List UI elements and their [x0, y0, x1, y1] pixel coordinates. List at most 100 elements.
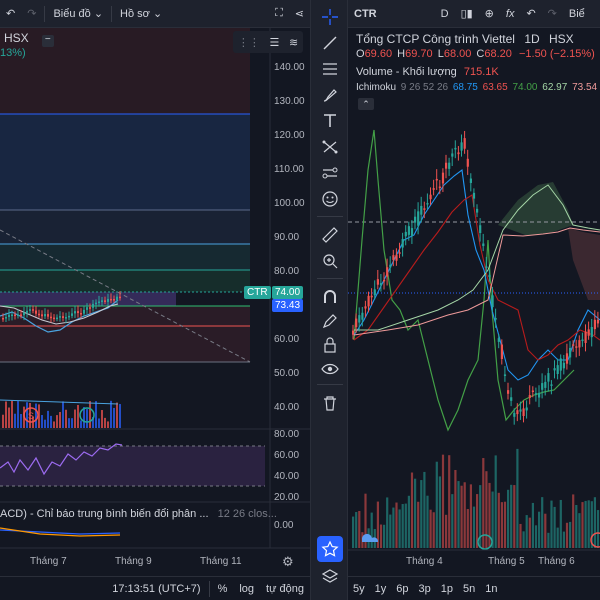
log-toggle[interactable]: log: [239, 582, 255, 595]
candle: [565, 353, 569, 364]
layers-icon[interactable]: [317, 564, 343, 590]
volume-bar: [541, 497, 544, 548]
volume-bar: [14, 413, 16, 428]
candle: [429, 194, 432, 200]
favorites-star-icon[interactable]: [317, 536, 343, 562]
open-value: 69.60: [364, 48, 393, 60]
redo-icon[interactable]: ↷: [547, 8, 557, 20]
left-price-chart[interactable]: S: [0, 0, 310, 600]
low-value: 68.00: [443, 48, 472, 60]
undo-icon[interactable]: ↶: [526, 8, 536, 20]
volume-bar: [457, 481, 460, 548]
volume-bar: [596, 510, 600, 548]
volume-bar: [56, 415, 58, 428]
candle: [8, 314, 10, 318]
crosshair-icon[interactable]: [317, 4, 343, 30]
candle: [370, 295, 373, 298]
rsi-axis-label: 60.00: [274, 450, 300, 461]
candle: [550, 384, 553, 386]
share-icon[interactable]: ⋖: [294, 8, 304, 20]
trend-line-icon[interactable]: [317, 30, 343, 56]
auto-scale-toggle[interactable]: tự động: [266, 582, 304, 595]
volume-bar: [528, 517, 531, 548]
pattern-tool-icon[interactable]: [317, 134, 343, 160]
candle: [562, 362, 565, 369]
volume-bar: [74, 409, 76, 428]
volume-bar: [485, 471, 488, 548]
candle: [469, 178, 472, 183]
add-indicator-icon[interactable]: ⊕: [484, 8, 494, 20]
curve-tool-icon[interactable]: ≋: [288, 36, 299, 49]
candle: [432, 188, 435, 190]
volume-bar: [472, 506, 476, 548]
right-chart-pane[interactable]: CTR D ▯▮ ⊕ fx ↶ ↷ Biể Tổng CTCP Công trì…: [348, 0, 600, 600]
volume-bar: [92, 416, 94, 428]
lock-icon[interactable]: [317, 332, 343, 358]
volume-bar: [379, 524, 383, 548]
range-button-5y[interactable]: 5y: [353, 582, 365, 595]
range-button-1p[interactable]: 1p: [440, 582, 453, 595]
brush-icon[interactable]: [317, 82, 343, 108]
candle: [497, 338, 500, 342]
profile-button[interactable]: Hồ sơ ⌄: [120, 7, 163, 21]
forward-button[interactable]: Biể: [568, 7, 585, 20]
fullscreen-icon[interactable]: ⛶: [275, 7, 283, 19]
undo-icon[interactable]: ↶: [6, 8, 16, 20]
ichimoku-cloud-red: [568, 228, 600, 300]
candle: [376, 279, 379, 285]
left-change-pct: 13%): [0, 47, 26, 59]
right-price-chart[interactable]: [348, 0, 600, 600]
candle: [386, 267, 389, 277]
time-axis-label: Tháng 5: [488, 556, 525, 567]
volume-bar: [417, 501, 420, 548]
redo-icon[interactable]: ↷: [27, 8, 37, 20]
candle: [389, 264, 392, 268]
volume-bar: [20, 414, 22, 428]
range-button-1y[interactable]: 1y: [374, 582, 387, 595]
right-candles: [352, 130, 600, 425]
range-button-3p[interactable]: 3p: [418, 582, 431, 595]
volume-bar: [491, 491, 494, 548]
volume-ma-line: [0, 399, 119, 405]
candle: [95, 302, 97, 305]
eye-icon[interactable]: [317, 356, 343, 382]
left-chart-pane[interactable]: S ↶ ↷ Biểu đồ ⌄ Hồ sơ ⌄ ⛶ ⋖ HSX − 13%) ⋮…: [0, 0, 310, 600]
candle-type-icon[interactable]: ▯▮: [460, 8, 473, 20]
zoom-in-icon[interactable]: [317, 248, 343, 274]
percent-toggle[interactable]: %: [217, 582, 228, 595]
magnet-icon[interactable]: [317, 284, 343, 310]
collapse-legend-button[interactable]: −: [41, 35, 54, 47]
volume-bar: [448, 455, 451, 548]
ohlc-row: O69.60 H69.70 L68.00 C68.20 −1.50 (−2.15…: [356, 48, 595, 60]
range-button-5n[interactable]: 5n: [463, 582, 476, 595]
grip-icon[interactable]: ⋮⋮: [237, 36, 260, 49]
left-exchange-label: HSX: [4, 31, 29, 45]
volume-bar: [386, 497, 389, 548]
text-tool-icon[interactable]: [317, 108, 343, 134]
legend-collapse-button[interactable]: ⌃: [358, 98, 374, 110]
volume-bar: [376, 501, 379, 548]
trash-icon[interactable]: [317, 390, 343, 416]
candle: [522, 408, 525, 417]
ruler-icon[interactable]: [317, 222, 343, 248]
volume-bar: [414, 478, 417, 548]
candle: [358, 315, 361, 323]
lock-drawing-pencil-icon[interactable]: [317, 308, 343, 334]
candle: [507, 390, 510, 394]
sell-signal-icon: [23, 407, 39, 423]
volume-bar: [8, 407, 10, 428]
lines-tool-icon[interactable]: ☰: [269, 36, 280, 49]
settings-gear-icon[interactable]: ⚙: [282, 554, 294, 569]
chart-type-button[interactable]: Biểu đồ ⌄: [53, 7, 104, 21]
candle: [26, 310, 28, 313]
range-button-6p[interactable]: 6p: [396, 582, 409, 595]
candle: [404, 231, 407, 237]
interval-button[interactable]: D: [440, 7, 449, 20]
forecast-tool-icon[interactable]: [317, 160, 343, 186]
horizontal-lines-icon[interactable]: [317, 56, 343, 82]
symbol-search-button[interactable]: CTR: [354, 7, 377, 20]
indicators-fx-icon[interactable]: fx: [505, 7, 515, 20]
range-button-1n[interactable]: 1n: [485, 582, 498, 595]
fib-zone-mid: [0, 210, 250, 244]
emoji-icon[interactable]: [317, 186, 343, 212]
